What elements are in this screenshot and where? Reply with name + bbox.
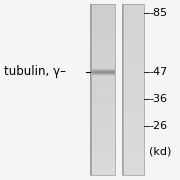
Bar [92,169,115,175]
Bar [124,89,144,95]
Bar [92,4,115,175]
Bar [92,135,115,140]
Bar [92,75,115,76]
Bar [92,73,115,74]
Bar [124,32,144,38]
Bar [92,83,115,89]
Bar [92,61,115,66]
Bar [124,21,144,26]
Bar [92,4,115,9]
Bar [92,140,115,146]
Bar [124,123,144,129]
Bar [92,89,115,95]
Text: -26: -26 [149,121,168,131]
Bar [124,72,144,78]
Bar [92,118,115,123]
Bar [124,129,144,135]
Bar [92,9,115,15]
Bar [90,4,115,175]
Bar [124,100,144,106]
Bar [124,55,144,61]
Bar [124,9,144,15]
Bar [92,146,115,152]
Bar [92,163,115,169]
Bar [124,78,144,83]
Bar [92,72,115,73]
Bar [92,106,115,112]
Bar [124,106,144,112]
Bar [92,26,115,32]
Text: (kd): (kd) [149,146,172,156]
Text: tubulin, γ–: tubulin, γ– [4,66,66,78]
Bar [124,38,144,44]
Bar [92,78,115,83]
Text: -47: -47 [149,67,168,77]
Bar [124,140,144,146]
Bar [92,68,115,69]
Bar [124,135,144,140]
Bar [124,83,144,89]
Bar [124,158,144,163]
Bar [124,95,144,100]
Bar [122,4,124,175]
Text: -85: -85 [149,8,168,18]
Bar [92,123,115,129]
Bar [92,49,115,55]
Bar [92,21,115,26]
Bar [92,15,115,21]
Bar [124,146,144,152]
Bar [92,44,115,49]
Bar [122,4,144,175]
Bar [124,44,144,49]
Bar [90,4,92,175]
Bar [124,169,144,175]
Bar [92,152,115,158]
Bar [124,61,144,66]
Bar [124,152,144,158]
Bar [92,70,115,71]
Bar [92,32,115,38]
Bar [124,4,144,9]
Bar [92,74,115,75]
Bar [124,66,144,72]
Bar [90,4,115,175]
Bar [122,4,144,175]
Bar [124,112,144,118]
Bar [92,71,115,72]
Bar [92,112,115,118]
Bar [92,95,115,100]
Bar [92,38,115,44]
Text: -36: -36 [149,94,167,104]
Bar [92,66,115,72]
Bar [92,55,115,61]
Bar [92,100,115,106]
Bar [124,49,144,55]
Bar [92,158,115,163]
Bar [124,163,144,169]
Bar [92,72,115,78]
Bar [124,26,144,32]
Bar [124,4,144,175]
Bar [92,69,115,70]
Bar [92,129,115,135]
Bar [124,118,144,123]
Bar [124,15,144,21]
